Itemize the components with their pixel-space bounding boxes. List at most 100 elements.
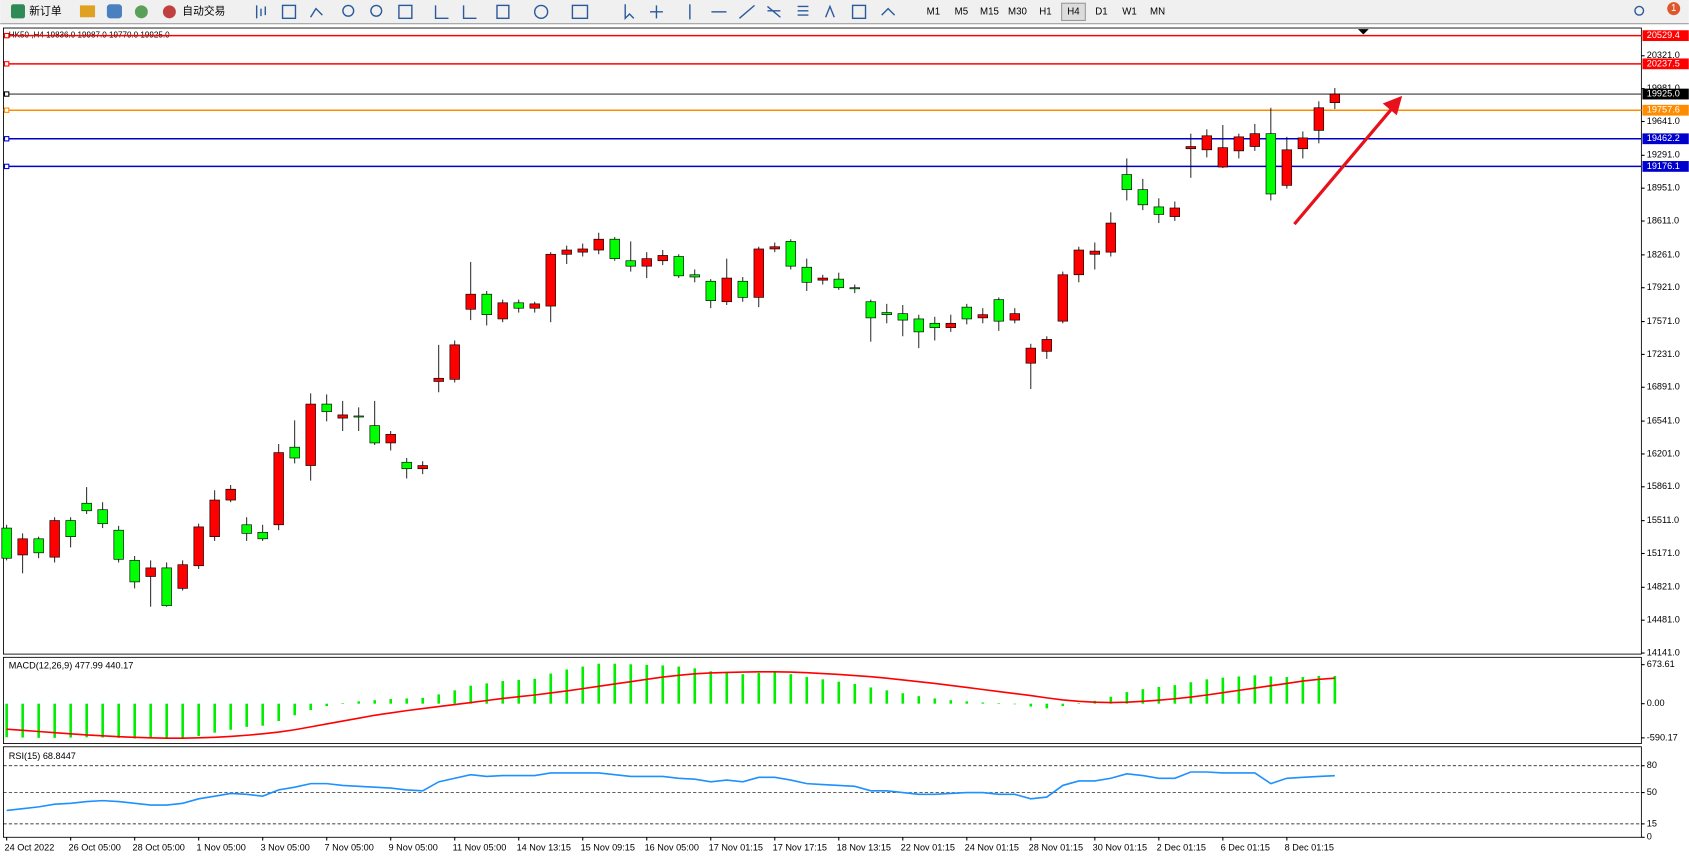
candle-body bbox=[705, 280, 716, 301]
candle-body bbox=[1137, 189, 1149, 206]
signal-line bbox=[6, 671, 1335, 739]
toolbar-icon[interactable] bbox=[533, 4, 549, 20]
trendline-tool[interactable] bbox=[738, 4, 755, 19]
timeframe-button[interactable]: H4 bbox=[1067, 6, 1080, 17]
price-line-handle[interactable] bbox=[3, 107, 10, 113]
timeframe-button[interactable]: D1 bbox=[1095, 6, 1107, 17]
price-line-handle[interactable] bbox=[3, 61, 10, 67]
toolbar-icon[interactable] bbox=[398, 4, 413, 20]
zoom-in[interactable] bbox=[342, 4, 355, 17]
x-tick-label: 24 Oct 2022 bbox=[5, 842, 55, 852]
cursor-tool[interactable] bbox=[624, 4, 635, 21]
candle-body bbox=[945, 322, 956, 328]
histogram-bar bbox=[1045, 703, 1049, 709]
y-tick-label: 80 bbox=[1647, 760, 1657, 770]
toolbar-icon[interactable] bbox=[309, 7, 323, 18]
price-line-handle[interactable] bbox=[3, 91, 10, 97]
y-tick-label: 15861.0 bbox=[1647, 481, 1680, 491]
auto-trading-icon[interactable] bbox=[162, 5, 176, 19]
candle-body bbox=[1009, 313, 1020, 321]
histogram-bar bbox=[1157, 686, 1161, 704]
price-label: 19176.1 bbox=[1647, 161, 1680, 171]
candle-body bbox=[1201, 135, 1213, 151]
timeframe-button[interactable]: M15 bbox=[980, 6, 999, 17]
candle-body bbox=[209, 499, 220, 538]
auto-trading-button[interactable]: 自动交易 bbox=[182, 5, 225, 18]
candle-body bbox=[545, 253, 556, 307]
candle-body bbox=[113, 529, 124, 560]
y-tick-label: 0 bbox=[1647, 832, 1652, 842]
candle-body bbox=[513, 302, 524, 309]
candle-body bbox=[961, 306, 972, 320]
x-tick-label: 30 Nov 01:15 bbox=[1093, 842, 1147, 852]
y-tick-label: 16891.0 bbox=[1647, 382, 1680, 392]
candle-body bbox=[161, 567, 172, 606]
text-tool[interactable] bbox=[824, 4, 835, 18]
toolbar-icon[interactable] bbox=[134, 5, 148, 19]
toolbar-icon[interactable] bbox=[434, 5, 449, 20]
chart-shift-marker[interactable] bbox=[1357, 29, 1369, 35]
price-line-handle[interactable] bbox=[3, 163, 10, 170]
histogram-bar bbox=[709, 671, 713, 704]
candle-body bbox=[785, 241, 796, 267]
price-line-handle[interactable] bbox=[3, 136, 10, 142]
new-order-button[interactable]: 新订单 bbox=[29, 5, 62, 18]
candle-body bbox=[1121, 174, 1133, 190]
candle-body bbox=[305, 403, 316, 466]
toolbar-icon[interactable] bbox=[571, 4, 589, 20]
candle-body bbox=[129, 560, 140, 583]
candle-body bbox=[1249, 133, 1261, 147]
candle-body bbox=[177, 564, 188, 589]
channel-tool[interactable] bbox=[797, 5, 809, 16]
toolbar-icon[interactable] bbox=[281, 4, 297, 20]
toolbar-icon[interactable] bbox=[255, 5, 266, 19]
candle-body bbox=[1073, 249, 1084, 276]
x-tick-label: 15 Nov 09:15 bbox=[581, 842, 635, 852]
histogram-bar bbox=[485, 683, 489, 704]
candle-body bbox=[1057, 274, 1068, 322]
candle-body bbox=[1105, 222, 1117, 253]
price-line-handle[interactable] bbox=[3, 32, 10, 39]
new-order-icon[interactable] bbox=[10, 4, 25, 19]
candle-body bbox=[17, 538, 28, 556]
histogram-bar bbox=[821, 679, 825, 704]
histogram-bar bbox=[981, 702, 985, 704]
price-label: 20529.4 bbox=[1647, 30, 1680, 40]
timeframe-button[interactable]: M5 bbox=[955, 6, 968, 17]
candle-body bbox=[193, 526, 204, 567]
candle-body bbox=[353, 415, 364, 418]
timeframe-button[interactable]: MN bbox=[1150, 6, 1165, 17]
notification-badge[interactable] bbox=[1667, 2, 1681, 16]
histogram-bar bbox=[997, 703, 1001, 704]
toolbar-icon[interactable] bbox=[79, 5, 96, 18]
fibo-tool[interactable] bbox=[767, 5, 781, 18]
toolbar-icon[interactable] bbox=[462, 5, 477, 20]
timeframe-button[interactable]: H1 bbox=[1039, 6, 1051, 17]
histogram-bar bbox=[933, 698, 937, 704]
candle-body bbox=[1169, 207, 1181, 217]
histogram-bar bbox=[53, 703, 56, 738]
y-tick-label: 16201.0 bbox=[1647, 448, 1680, 458]
histogram-bar bbox=[341, 703, 345, 704]
candle-body bbox=[561, 249, 572, 255]
timeframe-button[interactable]: W1 bbox=[1122, 6, 1137, 17]
histogram-bar bbox=[1301, 677, 1305, 704]
toolbar-icon[interactable] bbox=[496, 4, 510, 20]
search[interactable] bbox=[1634, 5, 1645, 16]
shapes-tool[interactable] bbox=[881, 7, 896, 16]
candle-body bbox=[273, 452, 284, 526]
histogram-bar bbox=[421, 697, 425, 704]
price-label-box bbox=[1642, 133, 1689, 145]
histogram-bar bbox=[229, 703, 232, 730]
crosshair-tool[interactable] bbox=[649, 5, 663, 19]
price-label-box bbox=[1642, 104, 1689, 116]
x-tick-label: 17 Nov 01:15 bbox=[709, 842, 763, 852]
macd-title: MACD(12,26,9) 477.99 440.17 bbox=[9, 660, 133, 670]
timeframe-button[interactable]: M1 bbox=[927, 6, 940, 17]
label-tool[interactable] bbox=[851, 4, 867, 20]
timeframe-button[interactable]: M30 bbox=[1008, 6, 1027, 17]
price-label: 19757.6 bbox=[1647, 105, 1680, 115]
zoom-out[interactable] bbox=[370, 4, 383, 17]
toolbar-icon[interactable] bbox=[106, 4, 122, 19]
y-tick-label: 19641.0 bbox=[1647, 116, 1680, 126]
